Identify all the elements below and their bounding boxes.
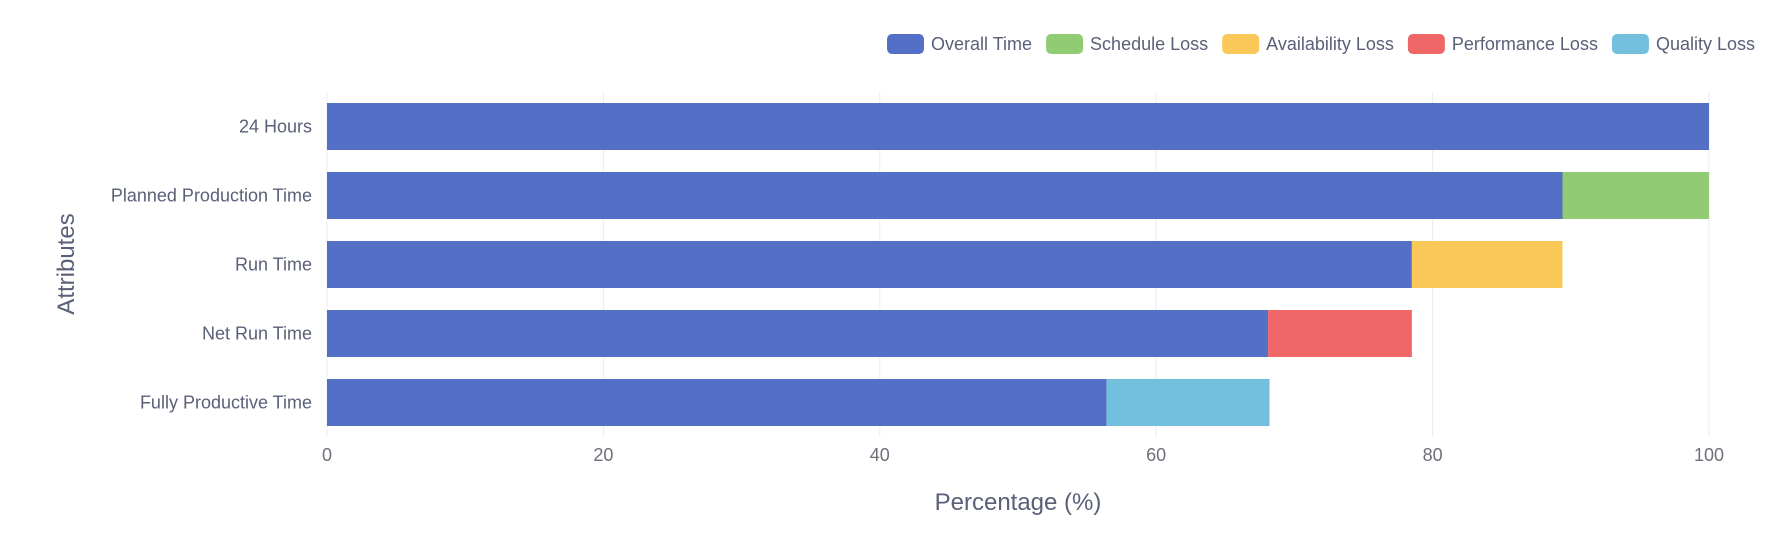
legend-swatch-overall-time xyxy=(887,34,925,54)
x-tick-label-1: 20 xyxy=(593,445,613,465)
bars xyxy=(327,103,1709,426)
y-axis-categories: 24 Hours Planned Production Time Run Time N… xyxy=(111,117,312,413)
y-category-label-4: Fully Productive Time xyxy=(140,393,312,413)
x-tick-label-4: 80 xyxy=(1423,445,1443,465)
bar-24-hours-overall-time xyxy=(327,103,1709,150)
x-tick-label-5: 100 xyxy=(1694,445,1724,465)
legend: Overall Time Schedule Loss Availability Lo… xyxy=(887,34,1755,54)
legend-label-availability-loss: Availability Loss xyxy=(1266,34,1394,54)
bar-fully-productive-time-quality-loss xyxy=(1106,379,1270,426)
bar-planned-production-time-overall-time xyxy=(327,172,1563,219)
x-tick-label-3: 60 xyxy=(1146,445,1166,465)
legend-label-performance-loss: Performance Loss xyxy=(1452,34,1598,54)
y-category-label-1: Planned Production Time xyxy=(111,186,312,206)
bar-net-run-time-overall-time xyxy=(327,310,1269,357)
y-category-label-3: Net Run Time xyxy=(202,324,312,344)
legend-swatch-schedule-loss xyxy=(1046,34,1084,54)
bar-fully-productive-time-overall-time xyxy=(327,379,1107,426)
y-category-label-2: Run Time xyxy=(235,255,312,275)
legend-swatch-availability-loss xyxy=(1222,34,1260,54)
x-tick-label-2: 40 xyxy=(870,445,890,465)
x-axis-ticks: 0 20 40 60 80 100 xyxy=(322,445,1724,465)
bar-run-time-overall-time xyxy=(327,241,1412,288)
y-category-label-0: 24 Hours xyxy=(239,117,312,137)
bar-run-time-availability-loss xyxy=(1411,241,1563,288)
legend-label-quality-loss: Quality Loss xyxy=(1656,34,1755,54)
legend-label-overall-time: Overall Time xyxy=(931,34,1032,54)
x-tick-label-0: 0 xyxy=(322,445,332,465)
legend-swatch-performance-loss xyxy=(1407,34,1445,54)
bar-planned-production-time-schedule-loss xyxy=(1562,172,1709,219)
legend-label-schedule-loss: Schedule Loss xyxy=(1090,34,1208,54)
y-axis-title: Attributes xyxy=(53,213,80,314)
legend-swatch-quality-loss xyxy=(1611,34,1649,54)
bar-net-run-time-performance-loss xyxy=(1268,310,1412,357)
x-axis-title: Percentage (%) xyxy=(935,489,1102,516)
